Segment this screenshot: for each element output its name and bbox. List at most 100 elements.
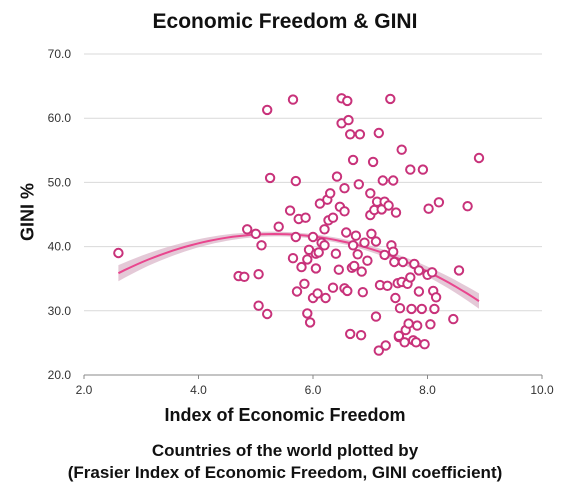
y-tick-label: 50.0: [48, 175, 72, 189]
data-point: [343, 114, 354, 126]
data-point: [291, 286, 303, 297]
data-point: [383, 200, 394, 211]
data-point: [390, 292, 401, 304]
chart-title: Economic Freedom & GINI: [152, 10, 418, 33]
data-point: [377, 175, 388, 186]
data-point: [287, 253, 299, 264]
data-point: [253, 300, 264, 311]
data-point: [366, 228, 377, 240]
y-tick-label: 60.0: [48, 111, 72, 125]
data-point: [250, 228, 262, 240]
data-point: [302, 308, 313, 319]
data-point: [389, 256, 400, 268]
data-point: [448, 313, 459, 325]
data-point: [430, 292, 442, 303]
data-point: [313, 247, 324, 258]
data-point: [370, 311, 382, 322]
caption-line-2: (Frasier Index of Economic Freedom, GINI…: [67, 463, 503, 482]
data-point: [273, 221, 284, 232]
data-point: [405, 272, 416, 283]
data-point: [388, 175, 399, 186]
data-point: [333, 264, 344, 275]
x-tick-label: 4.0: [190, 383, 207, 397]
data-point: [342, 285, 353, 297]
data-point: [325, 188, 336, 199]
data-point: [355, 330, 367, 341]
data-point: [406, 303, 417, 315]
data-point: [433, 197, 445, 208]
data-point: [359, 237, 370, 248]
data-point: [256, 240, 267, 251]
data-point: [327, 282, 339, 293]
data-point: [113, 247, 124, 259]
data-point: [262, 308, 273, 320]
data-point: [413, 286, 425, 297]
data-point: [330, 248, 342, 259]
data-point: [345, 328, 356, 340]
data-point: [319, 240, 330, 251]
y-tick-label: 70.0: [48, 47, 72, 61]
data-point: [290, 231, 301, 243]
data-point: [393, 330, 405, 341]
data-point: [349, 260, 360, 272]
y-tick-label: 30.0: [48, 304, 72, 318]
data-point: [405, 164, 416, 175]
data-point: [319, 224, 330, 235]
data-point: [390, 207, 402, 218]
grid-lines: [84, 53, 542, 376]
data-points: [113, 93, 485, 356]
data-point: [473, 152, 485, 164]
data-point: [339, 183, 350, 194]
data-point: [302, 254, 313, 265]
data-point: [262, 104, 273, 116]
data-point: [352, 249, 363, 260]
data-point: [410, 337, 422, 348]
data-point: [365, 188, 376, 199]
data-point: [362, 255, 373, 266]
data-point: [396, 144, 407, 155]
data-point: [339, 206, 350, 217]
data-point: [417, 164, 429, 175]
y-axis-label: GINI %: [17, 182, 38, 242]
data-point: [342, 95, 353, 107]
data-point: [388, 246, 399, 257]
data-point: [385, 93, 396, 105]
data-point: [287, 94, 299, 105]
data-point: [419, 339, 430, 350]
data-point: [370, 236, 382, 247]
data-point: [242, 224, 253, 235]
data-point: [379, 249, 390, 261]
data-point: [290, 175, 301, 187]
x-tick-label: 10.0: [530, 383, 554, 397]
x-tick-label: 8.0: [419, 383, 436, 397]
data-point: [312, 288, 323, 299]
data-point: [296, 261, 307, 273]
data-point: [382, 280, 393, 291]
data-point: [426, 267, 438, 278]
data-point: [413, 265, 425, 276]
data-point: [307, 231, 319, 243]
data-point: [345, 129, 356, 140]
data-point: [423, 203, 434, 214]
data-point: [357, 287, 368, 298]
data-point: [341, 227, 352, 238]
data-point: [350, 230, 362, 241]
data-point: [284, 205, 296, 216]
data-point: [347, 154, 359, 166]
data-point: [403, 318, 414, 329]
data-point: [380, 340, 391, 351]
data-point: [299, 278, 310, 289]
data-point: [327, 212, 339, 223]
data-point: [425, 319, 436, 330]
y-tick-label: 40.0: [48, 240, 72, 254]
data-point: [416, 303, 427, 315]
x-axis-label: Index of Economic Freedom: [164, 405, 406, 425]
x-tick-label: 6.0: [305, 383, 322, 397]
data-point: [397, 256, 409, 268]
data-point: [373, 127, 384, 139]
data-point: [253, 269, 264, 280]
x-tick-labels: 2.0 4.0 6.0 8.0 10.0: [76, 383, 554, 397]
data-point: [347, 240, 359, 251]
data-point: [394, 303, 406, 314]
